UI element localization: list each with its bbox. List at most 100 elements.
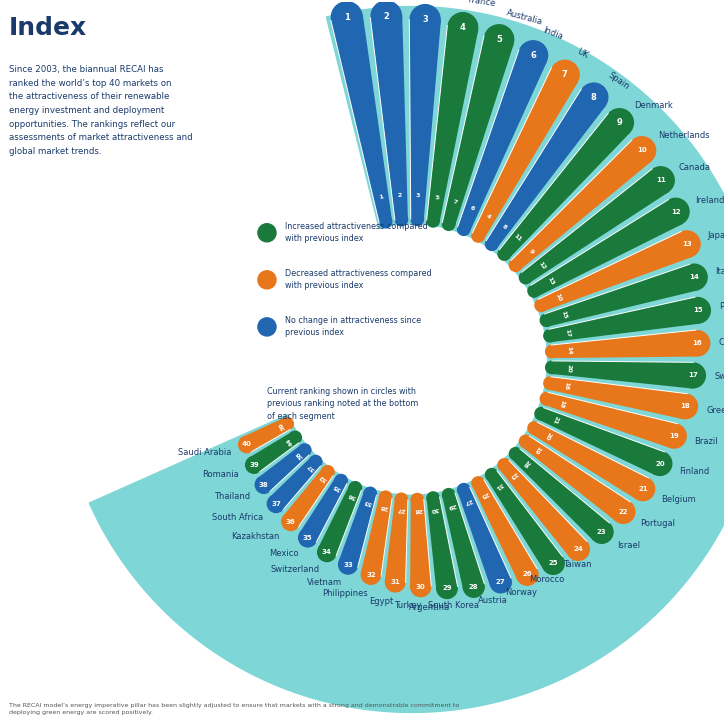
Text: 9: 9 — [528, 248, 534, 255]
Circle shape — [590, 521, 613, 543]
Circle shape — [269, 496, 284, 511]
Text: 17: 17 — [688, 373, 698, 379]
Polygon shape — [500, 461, 587, 557]
Polygon shape — [300, 478, 347, 542]
Circle shape — [442, 488, 455, 501]
Text: Morocco: Morocco — [529, 575, 565, 585]
Text: 10: 10 — [637, 148, 647, 154]
Polygon shape — [531, 422, 649, 499]
Circle shape — [568, 539, 588, 558]
Polygon shape — [442, 36, 514, 226]
Polygon shape — [549, 377, 687, 419]
Circle shape — [544, 330, 556, 342]
Circle shape — [442, 218, 455, 230]
Circle shape — [628, 137, 656, 165]
Circle shape — [256, 478, 271, 492]
Circle shape — [458, 483, 470, 496]
Circle shape — [258, 318, 276, 336]
Polygon shape — [511, 140, 652, 270]
Circle shape — [492, 573, 510, 591]
Polygon shape — [539, 408, 665, 475]
Polygon shape — [472, 480, 537, 579]
Circle shape — [510, 448, 522, 460]
Text: Increased attractiveness compared
with previous index: Increased attractiveness compared with p… — [285, 222, 428, 243]
Circle shape — [686, 299, 708, 321]
Circle shape — [411, 494, 424, 506]
Circle shape — [486, 238, 498, 250]
Text: 12: 12 — [671, 209, 681, 215]
Polygon shape — [89, 7, 724, 713]
Polygon shape — [361, 496, 392, 577]
Circle shape — [662, 424, 686, 448]
Circle shape — [361, 565, 381, 585]
Circle shape — [395, 493, 408, 505]
Text: Belgium: Belgium — [661, 494, 696, 504]
Text: 35: 35 — [303, 535, 313, 541]
Polygon shape — [409, 20, 441, 220]
Text: 39: 39 — [249, 462, 259, 468]
Text: Israel: Israel — [617, 541, 640, 550]
Text: Ireland: Ireland — [695, 197, 724, 205]
Text: 18: 18 — [558, 398, 565, 408]
Text: Austria: Austria — [479, 596, 508, 605]
Text: Netherlands: Netherlands — [659, 131, 710, 140]
Circle shape — [633, 479, 653, 499]
Polygon shape — [442, 493, 484, 590]
Text: 12: 12 — [537, 261, 547, 271]
Polygon shape — [426, 25, 479, 222]
Polygon shape — [531, 199, 682, 297]
Circle shape — [411, 577, 431, 597]
Polygon shape — [426, 497, 458, 590]
Circle shape — [267, 495, 285, 513]
Circle shape — [518, 565, 536, 584]
Polygon shape — [511, 449, 610, 541]
Text: 20: 20 — [655, 461, 665, 467]
Text: 16: 16 — [692, 340, 702, 347]
Circle shape — [299, 529, 317, 547]
Text: 27: 27 — [496, 579, 505, 585]
Circle shape — [379, 491, 392, 504]
Circle shape — [612, 500, 635, 523]
Text: 36: 36 — [286, 518, 295, 524]
Circle shape — [395, 213, 408, 226]
Circle shape — [385, 572, 405, 592]
Text: Taiwan: Taiwan — [563, 560, 592, 569]
Polygon shape — [243, 418, 290, 452]
Text: Mexico: Mexico — [269, 550, 298, 558]
Circle shape — [528, 422, 540, 434]
Circle shape — [605, 108, 634, 137]
Text: 5: 5 — [434, 195, 439, 200]
Circle shape — [458, 223, 470, 235]
Circle shape — [318, 543, 336, 561]
Text: 1: 1 — [344, 12, 350, 22]
Polygon shape — [551, 361, 694, 389]
Circle shape — [438, 579, 455, 597]
Circle shape — [681, 264, 707, 290]
Circle shape — [258, 271, 276, 289]
Text: 31: 31 — [390, 579, 400, 585]
Text: 40: 40 — [242, 441, 252, 448]
Text: 9: 9 — [617, 118, 623, 127]
Circle shape — [245, 456, 262, 473]
Text: 14: 14 — [689, 274, 699, 280]
Text: 33: 33 — [363, 498, 372, 506]
Text: 6: 6 — [469, 205, 475, 211]
Circle shape — [247, 458, 261, 472]
Text: Italy: Italy — [715, 266, 724, 275]
Circle shape — [289, 431, 301, 443]
Text: India: India — [542, 25, 564, 41]
Text: 37: 37 — [272, 501, 281, 507]
Text: Canada: Canada — [679, 163, 711, 172]
Text: 33: 33 — [343, 561, 353, 568]
Circle shape — [339, 555, 358, 574]
Text: 27: 27 — [463, 497, 473, 505]
Circle shape — [486, 469, 498, 481]
Circle shape — [448, 12, 478, 42]
Circle shape — [340, 556, 356, 573]
Text: 3: 3 — [422, 15, 428, 24]
Text: Denmark: Denmark — [634, 101, 673, 110]
Text: 16: 16 — [563, 381, 570, 391]
Circle shape — [498, 248, 510, 260]
Text: 24: 24 — [573, 546, 583, 553]
Polygon shape — [385, 499, 408, 582]
